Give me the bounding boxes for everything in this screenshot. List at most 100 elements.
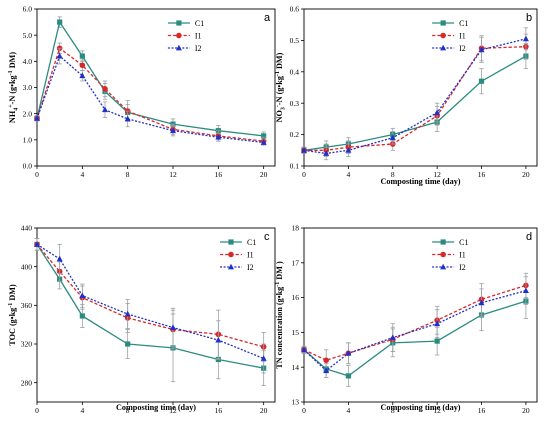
legend: C1 I1 I2 — [167, 19, 204, 53]
chart-panel-a: 0 4 8 12 16 20 0.0 1.0 2.0 3.0 4.0 5.0 6.0 NH4+-N (g•… — [8, 5, 276, 179]
plot-frame — [36, 227, 276, 403]
chart-panel-c: 0 4 8 12 16 20 280 320 360 400 440 Composting time … — [8, 224, 276, 415]
series-line-C1 — [36, 244, 264, 369]
legend-marker-I2 — [440, 263, 447, 270]
data-point-I2 — [434, 109, 441, 116]
y-tick-label: 400 — [21, 262, 33, 271]
series-line-C1 — [303, 300, 527, 377]
y-tick-label: 5.0 — [23, 31, 33, 40]
x-tick-label: 16 — [478, 170, 486, 179]
x-tick-label: 4 — [347, 406, 351, 415]
data-point-I2 — [260, 139, 267, 145]
legend-marker-C1 — [440, 20, 446, 26]
x-tick-label: 20 — [522, 406, 530, 415]
x-tick-label: 20 — [260, 170, 268, 179]
series-line-I1 — [304, 46, 526, 151]
y-tick-label: 16 — [292, 293, 300, 302]
series-line-I1 — [36, 47, 264, 142]
x-tick-label: 12 — [433, 406, 441, 415]
legend-label-I1: I1 — [459, 31, 466, 40]
data-point-C1 — [57, 19, 63, 25]
data-point-I2 — [323, 367, 330, 374]
y-tick-label: 0.3 — [290, 99, 300, 108]
panel-letter: d — [526, 231, 532, 243]
data-point-I2 — [389, 334, 396, 341]
x-tick-label: 4 — [347, 170, 351, 179]
data-point-I2 — [389, 134, 396, 141]
data-point-I2 — [102, 106, 108, 113]
x-tick-label: 16 — [215, 406, 223, 415]
data-point-I2 — [215, 336, 222, 343]
data-point-I2 — [522, 35, 529, 42]
y-tick-label: 0.1 — [290, 162, 300, 171]
y-tick-label: 2.0 — [23, 109, 33, 118]
y-axis-title: TOC (g•kg-1 DM) — [8, 284, 17, 346]
series-I2 — [301, 276, 529, 379]
data-point-I2 — [478, 299, 485, 306]
x-tick-label: 12 — [169, 406, 177, 415]
y-tick-label: 360 — [21, 301, 33, 310]
y-tick-label: 0.4 — [290, 67, 300, 76]
y-tick-label: 3.0 — [23, 83, 33, 92]
plot-frame — [36, 8, 276, 167]
data-point-I2 — [56, 255, 63, 262]
panel-letter: b — [526, 12, 532, 24]
series-C1 — [34, 238, 267, 386]
y-tick-label: 1.0 — [23, 135, 33, 144]
y-tick-label: 6.0 — [23, 5, 33, 14]
series-line-I2 — [36, 243, 264, 360]
data-point-I2 — [124, 310, 131, 317]
y-axis-title: TN concentration (g•kg-1 DM ) — [275, 261, 284, 369]
legend-marker-I1 — [176, 32, 182, 39]
panel-letter: a — [264, 12, 271, 24]
legend-label-I2: I2 — [459, 263, 466, 272]
x-tick-label: 8 — [126, 406, 130, 415]
data-point-I1 — [323, 357, 329, 364]
data-point-I2 — [522, 287, 529, 294]
legend-label-I2: I2 — [247, 263, 254, 272]
data-point-I2 — [34, 241, 40, 247]
x-tick-label: 0 — [302, 170, 306, 179]
data-point-I2 — [79, 292, 86, 299]
series-line-I2 — [303, 38, 527, 155]
y-tick-label: 0.2 — [290, 130, 300, 139]
data-point-I2 — [478, 46, 485, 53]
x-tick-label: 16 — [215, 170, 223, 179]
data-point-I1 — [79, 62, 86, 69]
series-I1 — [301, 33, 529, 157]
chart-panel-d: 0 4 8 12 16 20 13 14 15 16 17 18 Composting time (da… — [275, 224, 538, 415]
series-I1 — [34, 42, 267, 146]
x-axis-title: Composting time (day) — [380, 177, 460, 186]
legend-marker-C1 — [228, 239, 234, 245]
y-tick-label: 4.0 — [23, 57, 33, 66]
data-point-I2 — [301, 147, 307, 153]
data-point-I2 — [56, 52, 63, 59]
data-point-I2 — [79, 72, 86, 79]
series-I2 — [301, 27, 529, 161]
y-tick-label: 0.0 — [23, 162, 33, 171]
data-point-I2 — [215, 133, 222, 140]
y-axis-title: NO3--N (g•kg-1 DM) — [275, 52, 287, 122]
data-point-I1 — [102, 86, 108, 92]
data-point-I2 — [323, 150, 330, 156]
series-C1 — [301, 43, 529, 154]
data-point-I2 — [170, 127, 176, 134]
data-point-I2 — [260, 355, 267, 361]
x-tick-label: 0 — [302, 406, 306, 415]
series-line-C1 — [303, 55, 527, 151]
legend-label-I1: I1 — [195, 31, 202, 40]
series-I2 — [34, 47, 267, 146]
y-tick-label: 440 — [21, 224, 33, 233]
x-tick-label: 8 — [126, 170, 130, 179]
legend-label-C1: C1 — [459, 238, 468, 247]
x-tick-label: 0 — [35, 170, 39, 179]
series-line-C1 — [36, 20, 264, 137]
data-point-C1 — [79, 313, 85, 319]
series-C1 — [34, 16, 267, 141]
legend-label-I2: I2 — [459, 44, 466, 53]
series-line-I2 — [36, 54, 264, 144]
series-I1 — [301, 272, 529, 372]
x-tick-label: 0 — [35, 406, 39, 415]
data-point-I2 — [345, 349, 352, 356]
